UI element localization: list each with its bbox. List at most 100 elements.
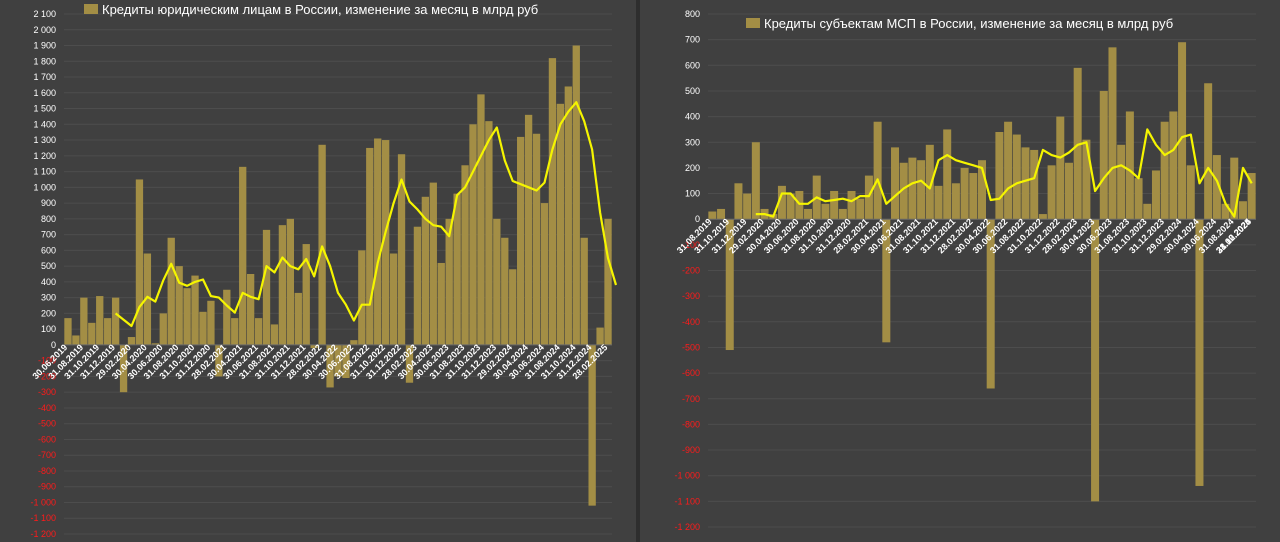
bar — [725, 219, 734, 351]
y-tick-label: 200 — [41, 308, 56, 318]
bar — [310, 344, 318, 349]
y-tick-label: -100 — [38, 356, 56, 366]
bar — [1151, 170, 1160, 220]
bar — [1221, 203, 1230, 220]
bar — [119, 344, 128, 393]
bar — [596, 327, 604, 345]
bar — [717, 208, 726, 220]
bar — [786, 193, 795, 220]
bar — [708, 211, 717, 220]
bar — [239, 166, 247, 345]
sme-loans-chart: 800 700 600 500 400 300 200 100 0 -100 -200 -300 -40… — [674, 9, 1256, 532]
bar — [111, 297, 120, 345]
bar — [469, 124, 477, 345]
y-tick-label: -700 — [682, 394, 700, 404]
y-tick-label: -800 — [682, 419, 700, 429]
y-tick-label: 700 — [685, 35, 700, 45]
chart-panel-sme-loans: 800 700 600 500 400 300 200 100 0 -100 -200 -300 -40… — [640, 0, 1280, 542]
y-tick-label: 1 200 — [33, 151, 56, 161]
bar — [925, 144, 934, 220]
bar — [804, 208, 813, 220]
bar — [1038, 214, 1047, 220]
y-tick-label: 800 — [41, 214, 56, 224]
y-tick-label: 100 — [41, 324, 56, 334]
bar — [199, 311, 207, 345]
y-tick-label: 1 100 — [33, 167, 56, 177]
bar — [969, 173, 978, 220]
bar — [64, 318, 72, 345]
bar — [604, 218, 612, 345]
y-tick-label: 500 — [685, 86, 700, 96]
bar — [1169, 111, 1178, 220]
y-tick-label: 400 — [41, 277, 56, 287]
y-tick-label: -1 100 — [30, 513, 56, 523]
y-tick-label: 1 800 — [33, 56, 56, 66]
bar — [485, 121, 493, 345]
bar — [1204, 83, 1213, 220]
bar — [1186, 165, 1195, 220]
bar — [517, 136, 525, 345]
bar — [421, 196, 430, 345]
y-tick-label: 600 — [41, 245, 56, 255]
bar — [986, 219, 995, 389]
bar — [864, 175, 873, 220]
bar — [1134, 178, 1143, 220]
bar — [891, 147, 900, 220]
bar — [127, 337, 136, 345]
bar — [397, 154, 406, 345]
y-tick-label: 1 300 — [33, 135, 56, 145]
y-tick-label: 300 — [685, 137, 700, 147]
bar — [856, 198, 865, 220]
bar — [943, 129, 952, 220]
bar — [1178, 42, 1187, 220]
bar — [445, 218, 453, 345]
y-tick-label: -600 — [38, 434, 56, 444]
bar — [104, 318, 112, 345]
y-tick-label: 0 — [51, 340, 56, 350]
bar — [524, 114, 533, 345]
panel-divider — [636, 0, 640, 542]
bar — [532, 133, 541, 345]
bar — [453, 193, 461, 345]
bar — [1091, 219, 1100, 502]
bar — [564, 86, 572, 345]
bar — [908, 157, 917, 220]
bar — [175, 266, 183, 345]
y-tick-label: 600 — [685, 60, 700, 70]
chart-panel-corporate-loans: 2 100 2 000 1 900 1 800 1 700 1 600 1 500 1 400… — [0, 0, 636, 542]
y-tick-label: -300 — [682, 291, 700, 301]
bar — [254, 318, 263, 345]
bar — [318, 144, 326, 345]
bar — [977, 160, 987, 220]
y-tick-label: -300 — [38, 387, 56, 397]
y-tick-label: -1 000 — [30, 497, 56, 507]
bar — [1012, 134, 1021, 220]
bar — [278, 225, 287, 345]
y-tick-label: 1 400 — [33, 119, 56, 129]
bar — [873, 121, 882, 220]
bar — [838, 208, 847, 220]
bar — [358, 250, 366, 345]
y-tick-label: 500 — [41, 261, 56, 271]
corporate-loans-chart: 2 100 2 000 1 900 1 800 1 700 1 600 1 500 1 400… — [30, 2, 618, 539]
bar — [96, 296, 104, 345]
bar — [159, 313, 167, 345]
y-tick-label: 800 — [685, 9, 700, 19]
y-tick-label: 2 000 — [33, 25, 56, 35]
bar — [882, 219, 891, 343]
bar — [777, 185, 786, 220]
bar — [389, 253, 398, 345]
legend-swatch — [746, 18, 760, 28]
bar — [1021, 147, 1030, 220]
bar — [334, 344, 342, 377]
bar — [143, 253, 152, 345]
bar — [588, 344, 596, 506]
trend-line — [114, 101, 618, 328]
trend-line — [755, 128, 1253, 218]
y-tick-label: 700 — [41, 230, 56, 240]
bar — [1195, 219, 1204, 486]
bar — [734, 183, 743, 220]
y-tick-label: -500 — [682, 342, 700, 352]
bar — [1004, 121, 1013, 220]
bar — [342, 344, 350, 378]
